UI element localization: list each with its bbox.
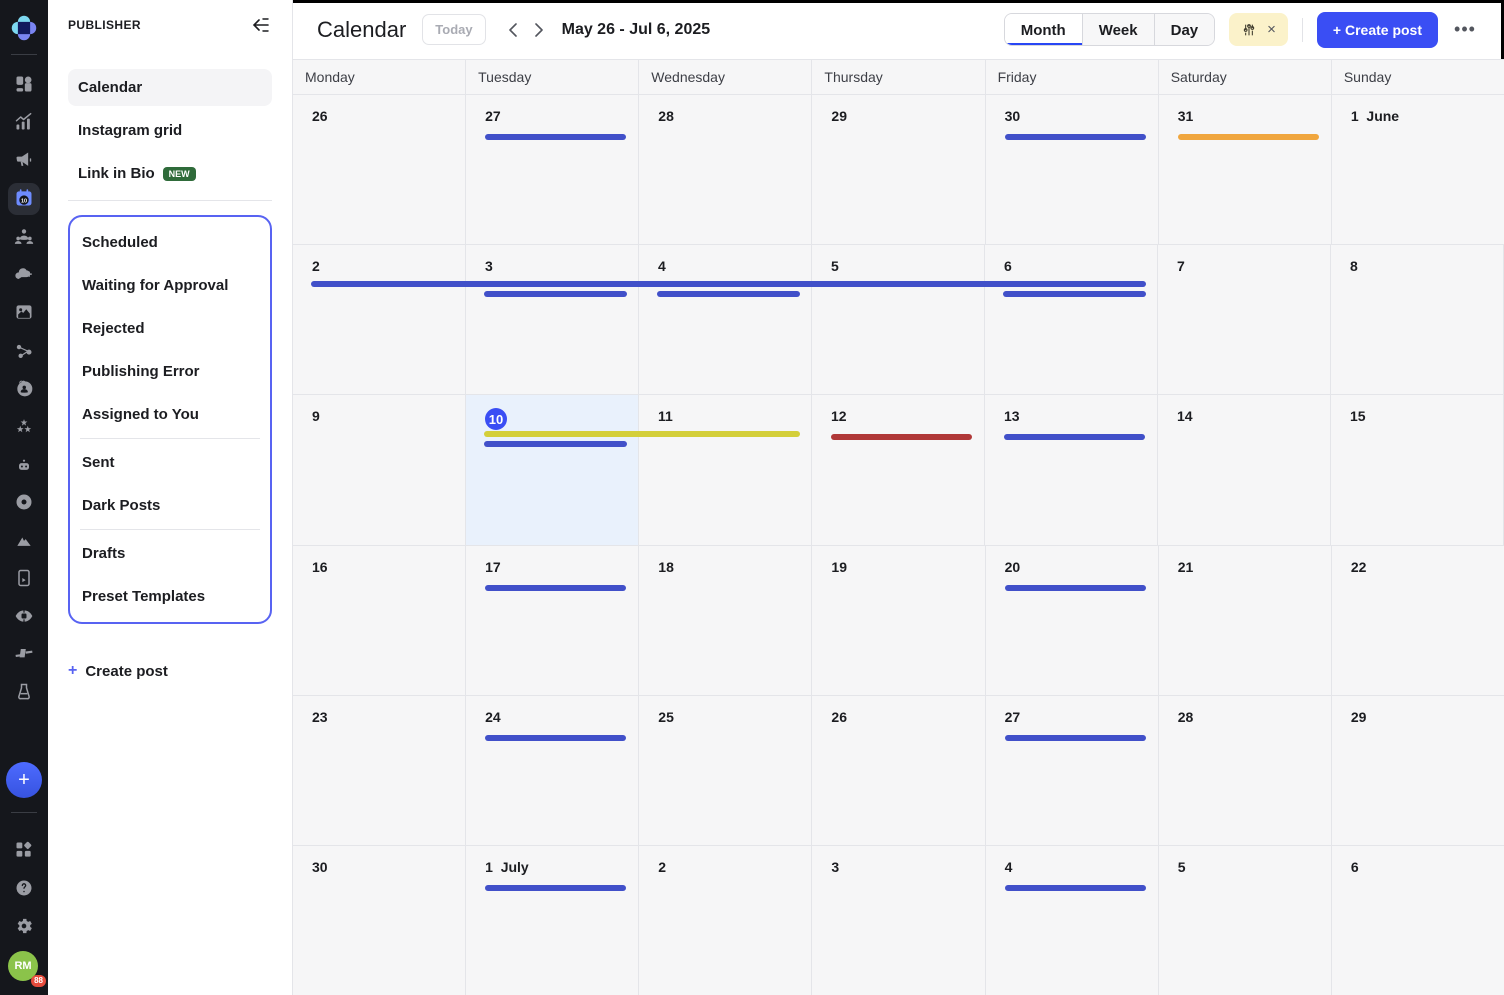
svg-text:10: 10 [21,198,27,204]
